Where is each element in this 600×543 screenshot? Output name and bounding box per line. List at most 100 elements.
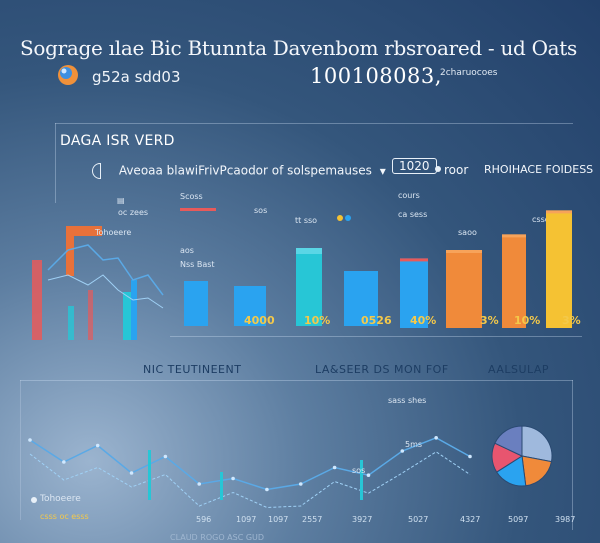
- x-tick-label: 5027: [408, 515, 429, 524]
- mid-header-right: AALSULAP: [488, 363, 550, 376]
- center-pct-label: 4000: [244, 314, 275, 327]
- dashboard-title: Sograge ılae Bic Btunnta Davenbom rbsroa…: [20, 36, 578, 60]
- line-point[interactable]: [332, 465, 337, 470]
- x-tick-label: 596: [196, 515, 212, 524]
- series-label-b: sos: [352, 466, 366, 475]
- line-point[interactable]: [298, 482, 303, 486]
- x-tick-label: 5097: [508, 515, 529, 524]
- right-bar-chart: [400, 210, 572, 328]
- filter-right-label: RHOIHACE FOIDESS: [484, 163, 594, 176]
- panel-bottom-right: [572, 380, 573, 530]
- pie-slice[interactable]: [521, 425, 553, 463]
- pie-chart: [491, 425, 553, 487]
- line-point[interactable]: [231, 476, 235, 481]
- bar-cap: [296, 248, 322, 254]
- mid-header-left: NIC TEUTINEENT: [143, 363, 242, 376]
- line-spike: [360, 460, 363, 500]
- right-pct-label: 40%: [410, 314, 437, 327]
- right-label-a: cours: [398, 191, 420, 200]
- panel-left-edge: [55, 123, 56, 203]
- chevron-down-icon[interactable]: ▾: [379, 163, 386, 178]
- panel-mid-divider: [170, 336, 582, 337]
- x-tick-label: 3927: [352, 515, 373, 524]
- filter-label: Aveoaa blawiFrivPcaodor of solspemauses: [118, 163, 372, 178]
- left-legend-a: oc zees: [118, 208, 149, 217]
- right-bar[interactable]: [446, 250, 482, 328]
- mid-header-center: LA&SEER DS MON FOF: [315, 363, 449, 376]
- center-legend-swatch: [180, 208, 216, 211]
- line-spike: [220, 472, 223, 500]
- x-tick-label: 3987: [555, 515, 576, 524]
- panel-bottom-top: [20, 380, 573, 381]
- right-pct-label: 3%: [480, 314, 499, 327]
- center-label-e: Nss Bast: [180, 260, 215, 269]
- line-point[interactable]: [400, 449, 405, 453]
- line-point[interactable]: [468, 454, 472, 459]
- bar-cap: [546, 210, 572, 214]
- center-label-a: Scoss: [180, 192, 203, 201]
- pie-slice[interactable]: [521, 455, 553, 487]
- filter-value-select[interactable]: 1020: [392, 158, 437, 174]
- line-point[interactable]: [28, 438, 32, 442]
- bottom-left-label: Tohoeere: [40, 494, 81, 504]
- footer-text: CLAUD ROGO ASC GUD: [170, 533, 265, 542]
- header-subtitle: g52a sdd03: [92, 68, 181, 86]
- center-bar[interactable]: [296, 248, 322, 326]
- center-pct-label: 0526: [361, 314, 392, 327]
- left-legend-b: Tohoeere: [95, 228, 132, 237]
- center-bar[interactable]: [234, 286, 266, 326]
- center-pct-label: 10%: [304, 314, 331, 327]
- yellow-dot-icon: [337, 215, 343, 221]
- line-series-main: [29, 436, 471, 491]
- line-series-secondary: [29, 451, 471, 509]
- center-label-c: tt sso: [295, 216, 318, 225]
- bottom-line-chart: [28, 436, 472, 509]
- legend-dot-icon: [31, 497, 37, 503]
- right-label-b: ca sess: [398, 210, 428, 219]
- right-bar[interactable]: [502, 234, 526, 328]
- center-bar-chart: [184, 248, 378, 326]
- line-spike: [148, 450, 151, 500]
- pie-slice[interactable]: [494, 425, 523, 457]
- blue-dot-icon: [345, 215, 351, 221]
- x-tick-label: 2557: [302, 515, 323, 524]
- line-point[interactable]: [95, 443, 100, 448]
- center-bar[interactable]: [184, 281, 208, 326]
- section-title: DAGA ISR VERD: [60, 133, 175, 149]
- header-big-number: 100108083,: [310, 64, 442, 88]
- bar-cap: [400, 258, 428, 262]
- left-legend-a-icon: ▤: [117, 196, 125, 205]
- filter-row[interactable]: Aveoaa blawiFrivPcaodor of solspemauses …: [92, 163, 386, 179]
- panel-top-divider: [55, 123, 573, 124]
- x-tick-label: 1097: [268, 515, 289, 524]
- series-label-c: 5ms: [405, 440, 423, 449]
- globe-icon: [58, 65, 78, 85]
- right-label-d: csso: [532, 215, 550, 224]
- center-bar[interactable]: [344, 271, 378, 326]
- filter-value: 1020: [399, 159, 430, 173]
- line-point[interactable]: [434, 436, 438, 440]
- header-counts: 2charuocoes: [440, 68, 498, 78]
- right-bar[interactable]: [400, 258, 428, 328]
- line-point[interactable]: [265, 487, 269, 492]
- line-point[interactable]: [62, 460, 66, 464]
- right-pct-label: 3%: [562, 314, 581, 327]
- center-label-b: sos: [254, 206, 268, 215]
- line-point[interactable]: [129, 471, 134, 475]
- right-bar[interactable]: [546, 210, 572, 328]
- line-point[interactable]: [366, 473, 371, 477]
- right-pct-label: 10%: [514, 314, 541, 327]
- left-mini-chart: [32, 226, 164, 340]
- line-point[interactable]: [163, 454, 168, 459]
- filter-option[interactable]: roor: [444, 163, 469, 177]
- bar-cap: [446, 250, 482, 253]
- line-point[interactable]: [197, 482, 202, 486]
- x-tick-label: 1097: [236, 515, 257, 524]
- series-label-a: sass shes: [388, 396, 427, 405]
- filter-bracket-icon: [92, 163, 101, 179]
- bar-cap: [502, 234, 526, 238]
- panel-bottom-left: [20, 380, 21, 520]
- bottom-left-sub: csss oc esss: [40, 512, 89, 521]
- center-label-d: aos: [180, 246, 194, 255]
- x-tick-label: 4327: [460, 515, 481, 524]
